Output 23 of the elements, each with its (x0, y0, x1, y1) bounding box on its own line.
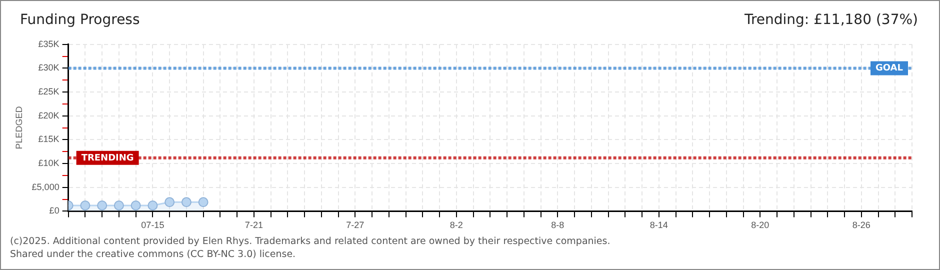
ref-line-label: GOAL (876, 64, 904, 74)
y-tick-label: £10K (38, 158, 60, 168)
y-tick-label: £20K (38, 110, 60, 120)
x-tick-label: 8-8 (551, 220, 564, 230)
y-tick-label: £0 (49, 206, 60, 216)
chart-subtitle: Trending: £11,180 (37%) (744, 12, 918, 28)
y-tick-label: £5,000 (32, 182, 60, 192)
chart-title: Funding Progress (20, 12, 140, 28)
ref-line-label: TRENDING (81, 153, 134, 164)
text: (c)2025. Additional content provided by Elen Rhys. Trademarks and related content are owned by their respective companies. (10, 236, 610, 247)
y-tick-label: £30K (38, 62, 60, 73)
x-tick-label: 7-21 (244, 220, 263, 230)
x-tick-label: 8-20 (751, 220, 770, 230)
x-tick-label: 8-2 (450, 220, 463, 230)
x-tick-label: 7-27 (346, 220, 364, 230)
text: Shared under the creative commons (CC BY-NC 3.0) license. (10, 249, 296, 260)
y-axis-title: PLEDGED (14, 106, 24, 150)
x-tick-label: 07-15 (141, 220, 164, 230)
x-tick-label: 8-14 (650, 220, 668, 230)
y-tick-label: £25K (38, 86, 60, 97)
y-tick-label: £35K (38, 38, 60, 49)
x-tick-label: 8-26 (852, 220, 870, 230)
y-tick-label: £15K (38, 134, 60, 144)
